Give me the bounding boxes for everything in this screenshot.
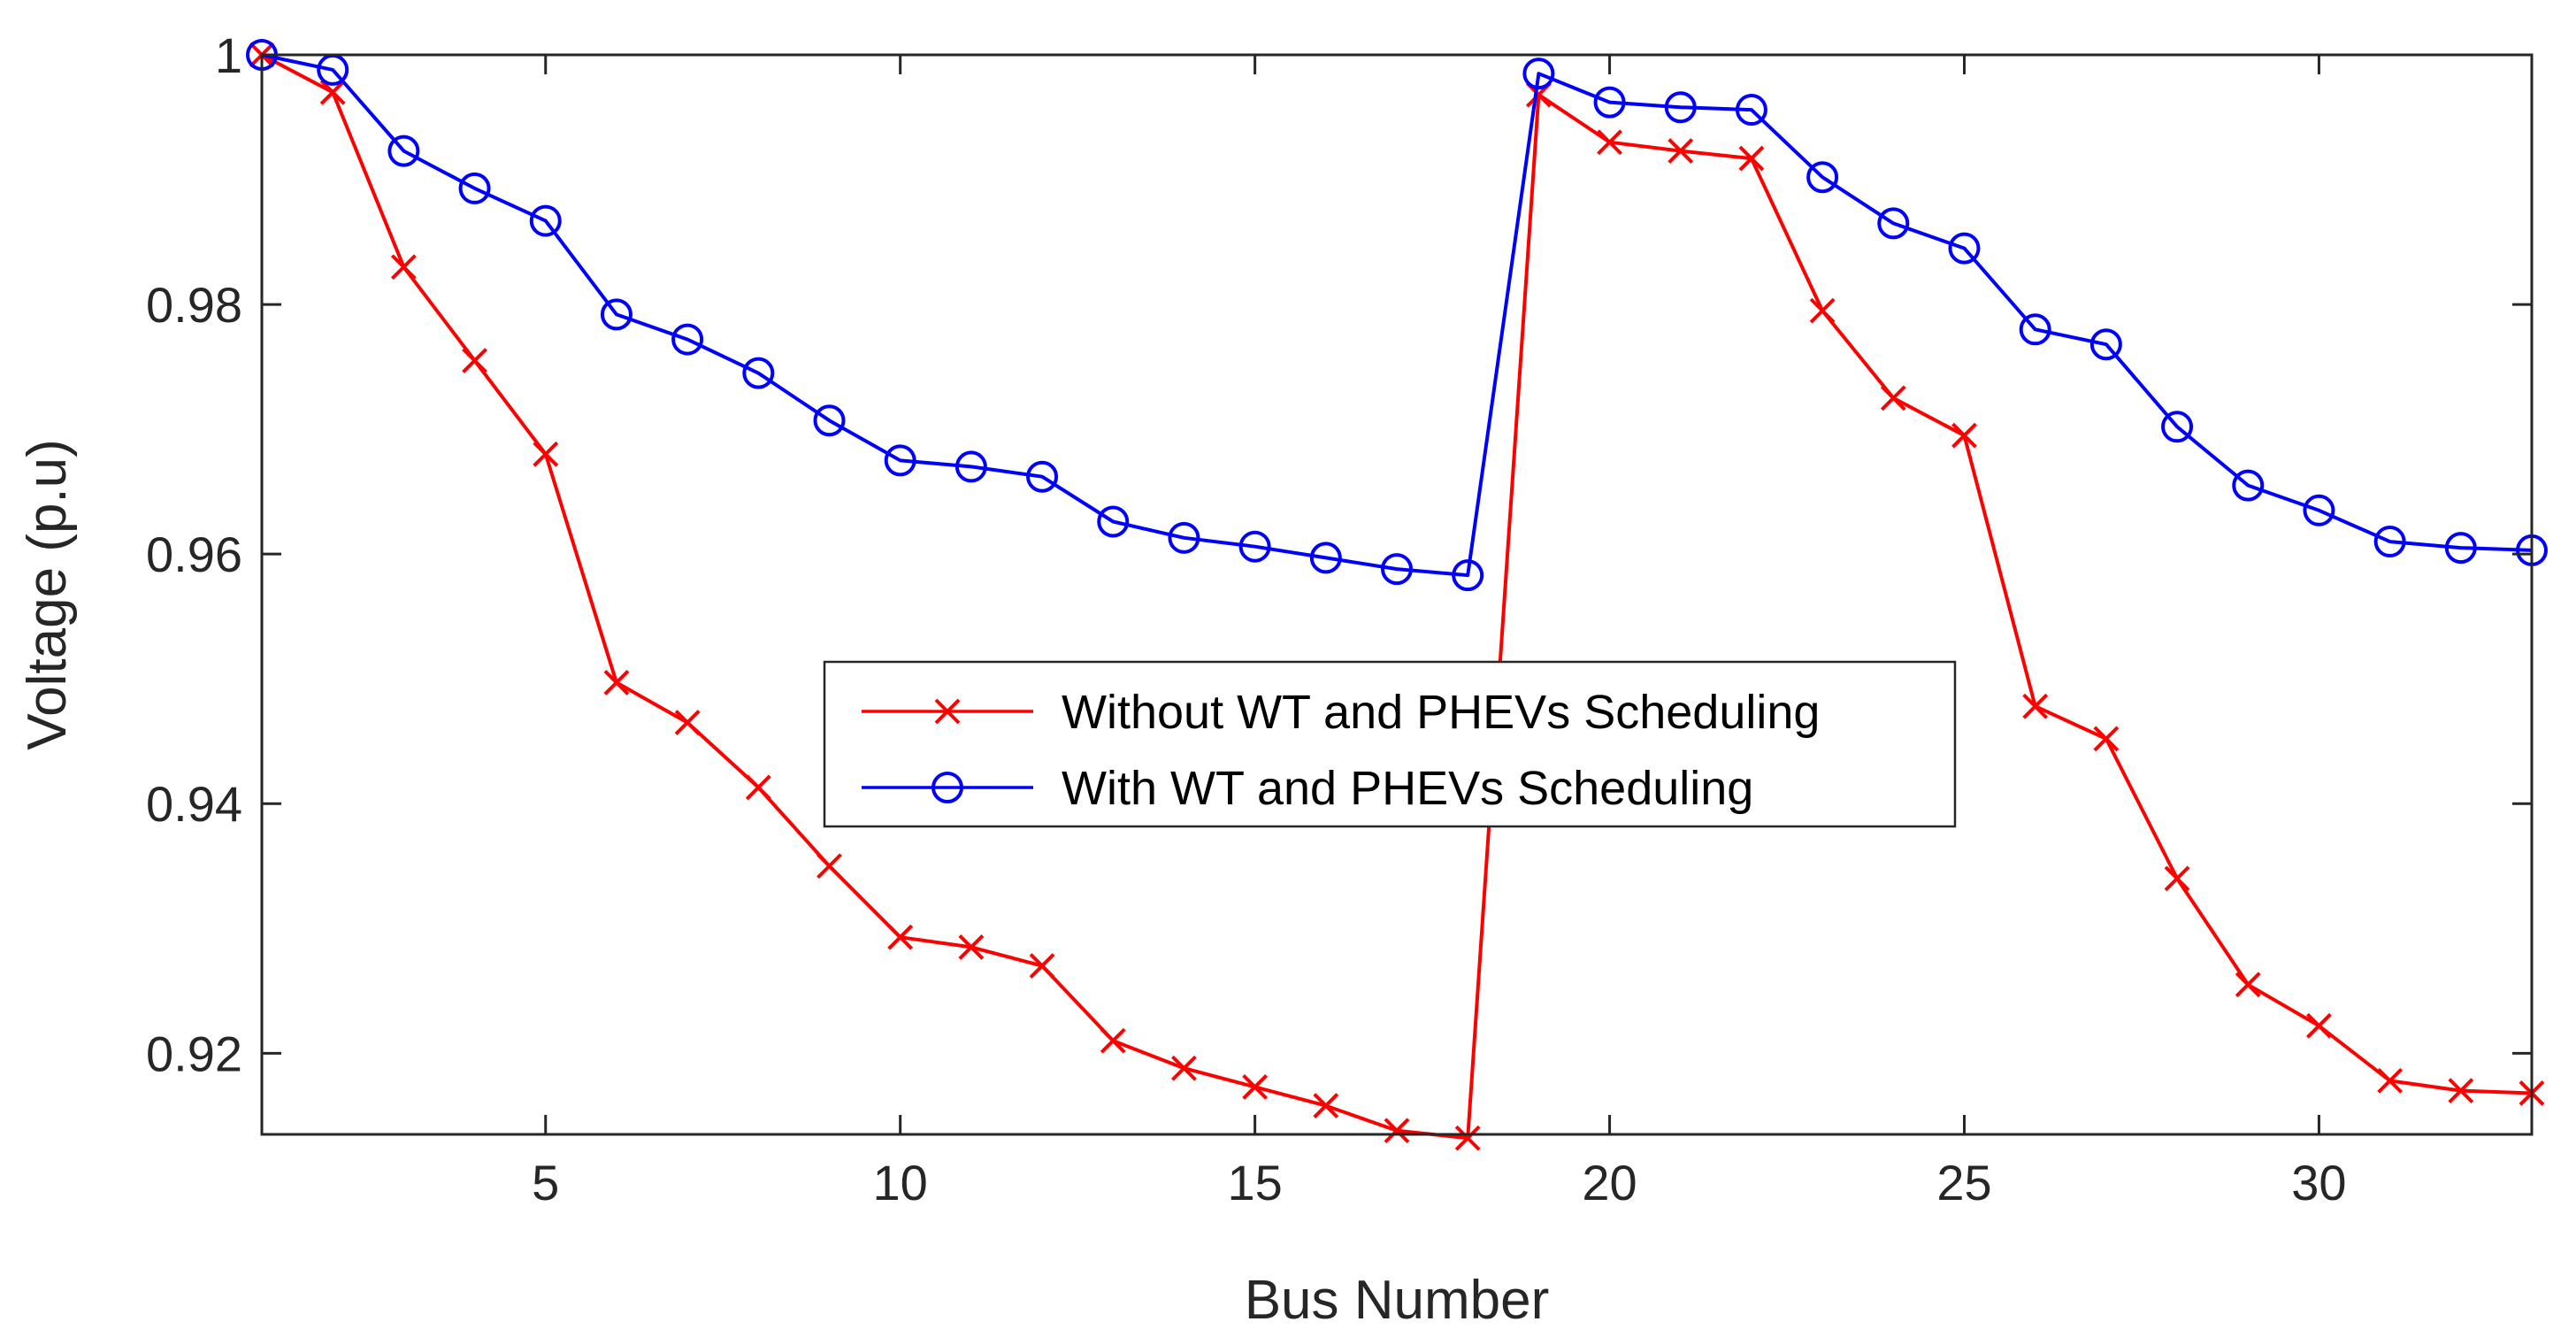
x-tick-label: 5 (532, 1155, 559, 1210)
data-point (816, 853, 842, 880)
data-point (1381, 553, 1413, 586)
legend-marker-without (934, 698, 961, 725)
data-point (742, 357, 775, 389)
data-point (1100, 1027, 1126, 1054)
legend[interactable]: Without WT and PHEVs Scheduling With WT … (823, 660, 1957, 828)
data-point (2093, 726, 2120, 752)
data-point (319, 79, 346, 105)
data-point (2306, 1012, 2332, 1039)
legend-marker-shape (934, 698, 961, 725)
plot-area-frame (260, 53, 2534, 1136)
series-without (249, 42, 2545, 1151)
data-point (2019, 313, 2051, 346)
legend-box (823, 660, 1957, 828)
data-point (1097, 505, 1130, 538)
data-point (813, 404, 846, 437)
data-point (1735, 94, 1767, 127)
series-with (246, 39, 2548, 592)
data-point (1242, 1073, 1269, 1100)
data-point (2377, 1067, 2404, 1094)
x-tick-label: 20 (1582, 1155, 1637, 1210)
data-point (674, 710, 701, 735)
data-point (2164, 865, 2190, 892)
y-tick-label: 0.92 (146, 1026, 242, 1081)
data-point (533, 441, 559, 467)
data-point (1738, 145, 1765, 172)
data-point (1454, 1125, 1481, 1151)
legend-label-with: With WT and PHEVs Scheduling (1062, 762, 1753, 815)
data-point (884, 444, 916, 477)
data-point (1951, 422, 1977, 449)
data-point (462, 348, 487, 373)
y-tick-label: 0.96 (146, 526, 242, 582)
data-point (1664, 91, 1697, 124)
data-point (2235, 972, 2261, 998)
y-axis-title: Voltage (p.u) (17, 439, 78, 750)
x-tick-label: 25 (1936, 1155, 1991, 1210)
data-point (1238, 530, 1271, 563)
data-point (1806, 161, 1839, 194)
series-layer (246, 39, 2548, 1151)
data-point (2089, 328, 2122, 361)
data-point (958, 934, 985, 960)
y-tick-label: 1 (215, 27, 242, 83)
data-point (1593, 86, 1626, 119)
legend-label-without: Without WT and PHEVs Scheduling (1062, 686, 1820, 739)
data-point (2303, 494, 2335, 526)
data-point (671, 323, 704, 356)
data-point (1877, 207, 1910, 240)
data-point (600, 298, 632, 331)
data-point (2444, 532, 2477, 565)
data-point (1452, 559, 1484, 592)
data-point (603, 670, 630, 695)
data-point (2161, 411, 2194, 443)
axis-ticks: 5 10 15 20 25 30 0.92 0.94 0.96 0.98 1 (146, 27, 2532, 1210)
data-point (1668, 138, 1694, 165)
data-point (887, 924, 914, 950)
y-tick-label: 0.94 (146, 776, 242, 832)
data-point (529, 204, 562, 237)
y-tick-label: 0.98 (146, 277, 242, 333)
data-point (1597, 129, 1622, 156)
data-point (2373, 526, 2406, 558)
data-point (387, 134, 420, 167)
data-point (1809, 297, 1836, 324)
series-line (261, 53, 2533, 578)
data-point (954, 450, 987, 483)
data-point (1029, 953, 1055, 980)
legend-marker-shape (932, 772, 963, 803)
data-point (1384, 1118, 1410, 1144)
data-point (2448, 1078, 2474, 1104)
x-axis-title: Bus Number (1245, 1270, 1550, 1331)
data-point (1026, 460, 1059, 493)
legend-marker-with (932, 772, 963, 803)
data-point (1168, 521, 1200, 554)
data-point (1171, 1055, 1197, 1081)
data-point (458, 172, 491, 204)
data-point (1880, 385, 1906, 411)
data-point (2232, 469, 2265, 502)
data-point (745, 774, 771, 801)
data-point (1522, 58, 1555, 90)
data-point (2022, 693, 2049, 719)
data-point (1313, 1093, 1339, 1118)
data-point (1948, 232, 1981, 265)
x-tick-label: 10 (873, 1155, 928, 1210)
x-tick-label: 30 (2291, 1155, 2346, 1210)
data-point (390, 254, 417, 280)
x-tick-label: 15 (1227, 1155, 1282, 1210)
data-point (1309, 542, 1342, 574)
